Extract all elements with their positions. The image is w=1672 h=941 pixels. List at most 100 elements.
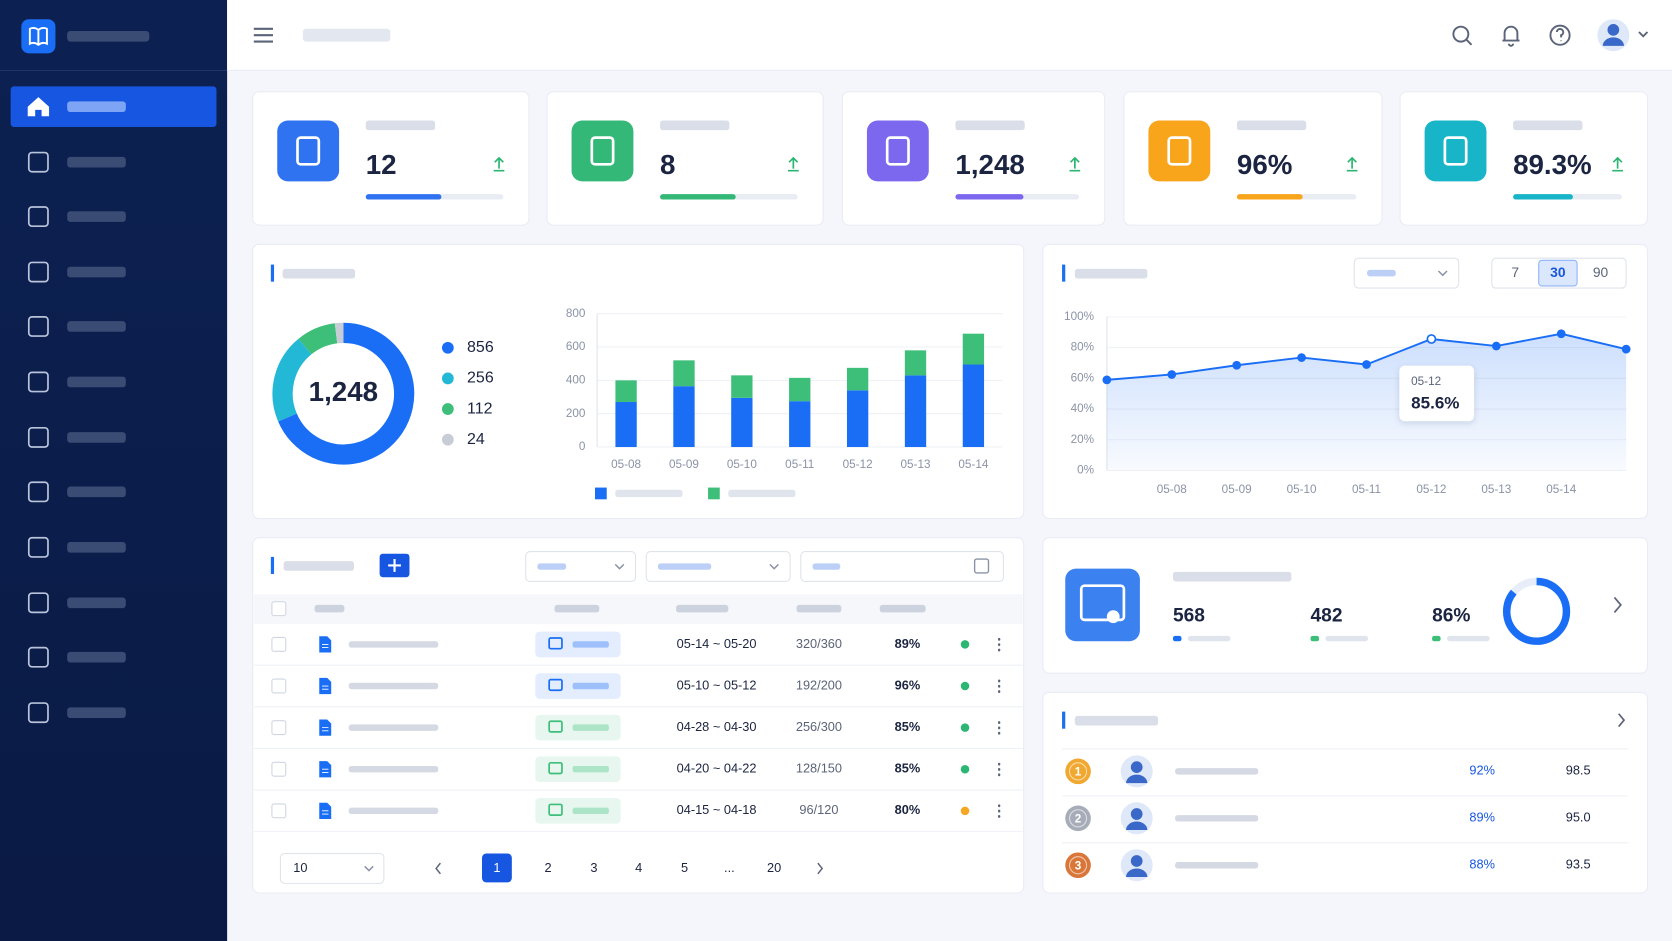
text-placeholder — [348, 724, 439, 731]
date-range: 05-10 ~ 05-12 — [677, 677, 757, 692]
sidebar-menu — [10, 86, 217, 724]
menu-icon — [27, 426, 49, 448]
type-tag-text — [572, 766, 609, 773]
doc-icon — [318, 801, 333, 820]
summary-value: 482 — [1311, 606, 1343, 627]
legend-value: 24 — [467, 431, 485, 448]
text-placeholder — [615, 489, 683, 498]
medal-inner — [1068, 762, 1088, 781]
ranking-next[interactable] — [1618, 713, 1626, 728]
checkbox[interactable] — [271, 636, 287, 652]
dropdown[interactable] — [1353, 257, 1460, 289]
menu-label-placeholder — [67, 541, 126, 553]
filter-input[interactable] — [525, 551, 637, 582]
stat-value: 12 — [366, 149, 397, 180]
point — [1167, 370, 1177, 379]
text-placeholder — [1175, 768, 1259, 775]
page-number[interactable]: 4 — [635, 860, 642, 875]
x-tick-label: 05-09 — [669, 458, 699, 471]
donut-total: 1,248 — [309, 376, 378, 407]
avatar-head — [1130, 855, 1143, 867]
topbar — [227, 0, 1672, 71]
page-active[interactable] — [481, 853, 512, 883]
bell-icon[interactable] — [1502, 25, 1520, 47]
text-placeholder — [1187, 635, 1231, 642]
page-number[interactable]: ... — [724, 860, 735, 875]
page-number[interactable]: 2 — [545, 860, 552, 875]
filter-input[interactable] — [800, 551, 1004, 582]
progress-fill — [1236, 194, 1303, 200]
text-placeholder — [283, 561, 355, 571]
tooltip — [1399, 365, 1475, 422]
date-range: 04-15 ~ 04-18 — [677, 802, 757, 817]
page-number[interactable]: 3 — [590, 860, 597, 875]
next-page[interactable] — [817, 862, 824, 875]
bar — [789, 377, 811, 402]
text-placeholder — [1236, 120, 1307, 131]
prev-page[interactable] — [435, 862, 441, 875]
checkbox[interactable] — [271, 803, 287, 819]
date-range: 04-20 ~ 04-22 — [677, 761, 757, 776]
content: 12 8 1,248 96% 89.3%856256112241,24802004006… — [252, 91, 1649, 894]
text-placeholder — [1325, 635, 1369, 642]
search-icon[interactable] — [1452, 25, 1470, 43]
rank-score: 93.5 — [1566, 857, 1591, 872]
page-number[interactable]: 5 — [681, 860, 688, 875]
dropdown-caret — [769, 563, 779, 570]
text-placeholder — [348, 641, 439, 648]
avatar-body — [1126, 868, 1148, 877]
segment-label[interactable]: 7 — [1511, 264, 1519, 280]
avatar-head — [1130, 761, 1143, 773]
tooltip-value: 85.6% — [1411, 394, 1459, 413]
page-number[interactable]: 20 — [767, 860, 781, 875]
y-tick-label: 600 — [566, 340, 586, 353]
page-number[interactable]: 1 — [493, 860, 500, 875]
medal-inner — [1068, 809, 1088, 828]
point — [1102, 375, 1112, 385]
sidebar — [0, 0, 228, 941]
help-icon[interactable] — [1549, 24, 1571, 46]
menu-label-placeholder — [67, 651, 126, 663]
section-marker — [270, 264, 275, 282]
menu-toggle[interactable] — [253, 27, 273, 43]
checkbox[interactable] — [271, 601, 287, 617]
segment-label[interactable]: 90 — [1593, 264, 1609, 280]
segment-active[interactable] — [1538, 259, 1578, 287]
checkbox[interactable] — [271, 761, 287, 777]
segment-label[interactable]: 30 — [1550, 264, 1566, 280]
x-tick-label: 05-10 — [1287, 483, 1317, 496]
y-tick-label: 60% — [1071, 371, 1094, 384]
bar — [962, 364, 985, 448]
home-icon — [27, 97, 50, 117]
text-placeholder — [1367, 269, 1396, 277]
point — [1232, 360, 1242, 370]
rank: 3 — [1075, 859, 1082, 872]
menu-icon — [27, 371, 49, 393]
type-tag-icon — [548, 720, 563, 733]
text-placeholder — [955, 120, 1025, 131]
text-placeholder — [1175, 862, 1259, 869]
calendar-icon — [973, 558, 990, 574]
summary-value: 86% — [1432, 606, 1470, 627]
stat-icon — [866, 120, 929, 182]
text-placeholder — [1074, 268, 1148, 279]
text-placeholder — [348, 766, 439, 773]
type-tag-text — [572, 682, 609, 690]
progress-fill — [660, 194, 736, 200]
bar — [904, 350, 927, 376]
summary-next[interactable] — [1613, 596, 1622, 613]
page-size-select[interactable] — [279, 852, 385, 884]
brand-placeholder — [67, 30, 150, 42]
checkbox[interactable] — [271, 720, 287, 736]
menu-icon — [27, 261, 49, 283]
checkbox[interactable] — [271, 678, 287, 694]
legend-value: 256 — [467, 370, 494, 387]
x-tick-label: 05-13 — [1481, 483, 1511, 496]
filter-input[interactable] — [645, 551, 791, 582]
add-icon — [388, 559, 401, 572]
type-tag-icon — [548, 761, 563, 775]
menu-label-placeholder — [67, 597, 126, 609]
text-placeholder — [1513, 120, 1583, 131]
summary-icon-glyph — [1079, 584, 1126, 622]
stat-icon-glyph — [1167, 136, 1192, 166]
